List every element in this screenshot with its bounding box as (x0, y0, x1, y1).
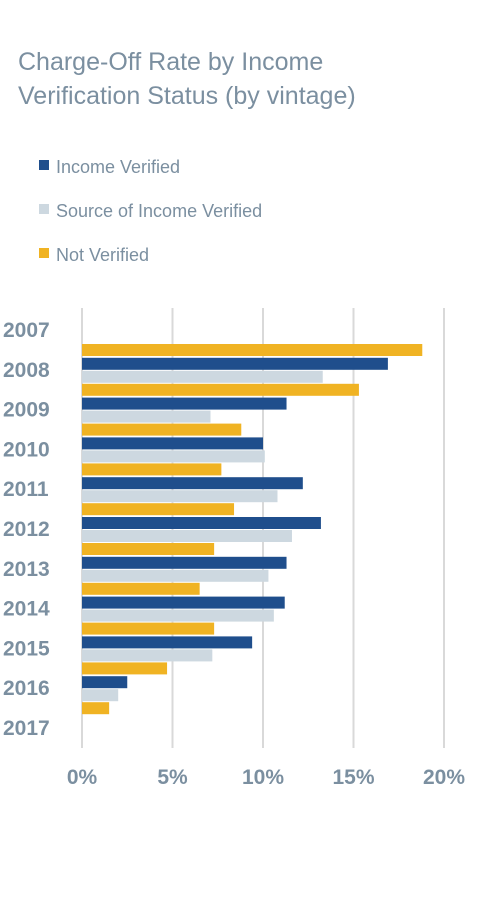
bar (82, 437, 263, 450)
bar (82, 490, 278, 503)
legend-swatch-source-verified (39, 204, 49, 214)
bar (82, 556, 287, 569)
x-tick-label: 0% (67, 766, 98, 789)
y-tick-label: 2014 (3, 598, 50, 621)
bar (82, 596, 285, 609)
y-tick-label: 2015 (3, 637, 50, 660)
y-axis-labels: 2007 2008 2009 2010 2011 2012 2013 2014 2015 2016… (3, 319, 50, 740)
bar (82, 702, 110, 715)
bar (82, 517, 321, 529)
bar (82, 357, 388, 370)
bar (82, 582, 200, 595)
legend-label-not-verified: Not Verified (56, 245, 149, 265)
bar (82, 649, 213, 662)
bar (82, 463, 222, 476)
bar (82, 609, 274, 622)
legend-label-source-verified: Source of Income Verified (56, 201, 262, 221)
bar (82, 503, 235, 516)
bar (82, 477, 303, 490)
bar (82, 543, 215, 555)
legend: Income Verified Source of Income Verifie… (39, 157, 262, 265)
bar (82, 530, 292, 542)
x-tick-label: 20% (423, 766, 465, 789)
y-tick-label: 2009 (3, 399, 50, 422)
x-tick-label: 5% (157, 766, 188, 789)
y-tick-label: 2017 (3, 717, 50, 740)
y-tick-label: 2013 (3, 558, 50, 581)
legend-swatch-income-verified (39, 160, 49, 170)
bar (82, 622, 215, 635)
y-tick-label: 2007 (3, 319, 50, 342)
bar (82, 569, 269, 582)
y-tick-label: 2010 (3, 438, 50, 461)
y-tick-label: 2008 (3, 359, 50, 382)
x-tick-label: 15% (332, 766, 374, 789)
bar (82, 344, 423, 356)
y-tick-label: 2016 (3, 677, 50, 700)
y-tick-label: 2011 (3, 478, 49, 501)
x-axis-labels: 0% 5% 10% 15% 20% (67, 766, 466, 789)
chart-title-line-1: Charge-Off Rate by Income (18, 48, 323, 76)
bar (82, 397, 287, 410)
legend-swatch-not-verified (39, 248, 49, 258)
bar (82, 383, 359, 396)
y-tick-label: 2012 (3, 518, 50, 541)
bar (82, 410, 211, 423)
legend-label-income-verified: Income Verified (56, 157, 180, 177)
bar (82, 662, 168, 675)
bar (82, 450, 265, 463)
x-tick-label: 10% (242, 766, 284, 789)
bars (82, 344, 423, 715)
bar (82, 370, 323, 383)
chart-title-line-2: Verification Status (by vintage) (18, 82, 356, 110)
bar (82, 423, 242, 436)
bar (82, 676, 128, 689)
bar (82, 636, 253, 649)
bar (82, 689, 119, 702)
